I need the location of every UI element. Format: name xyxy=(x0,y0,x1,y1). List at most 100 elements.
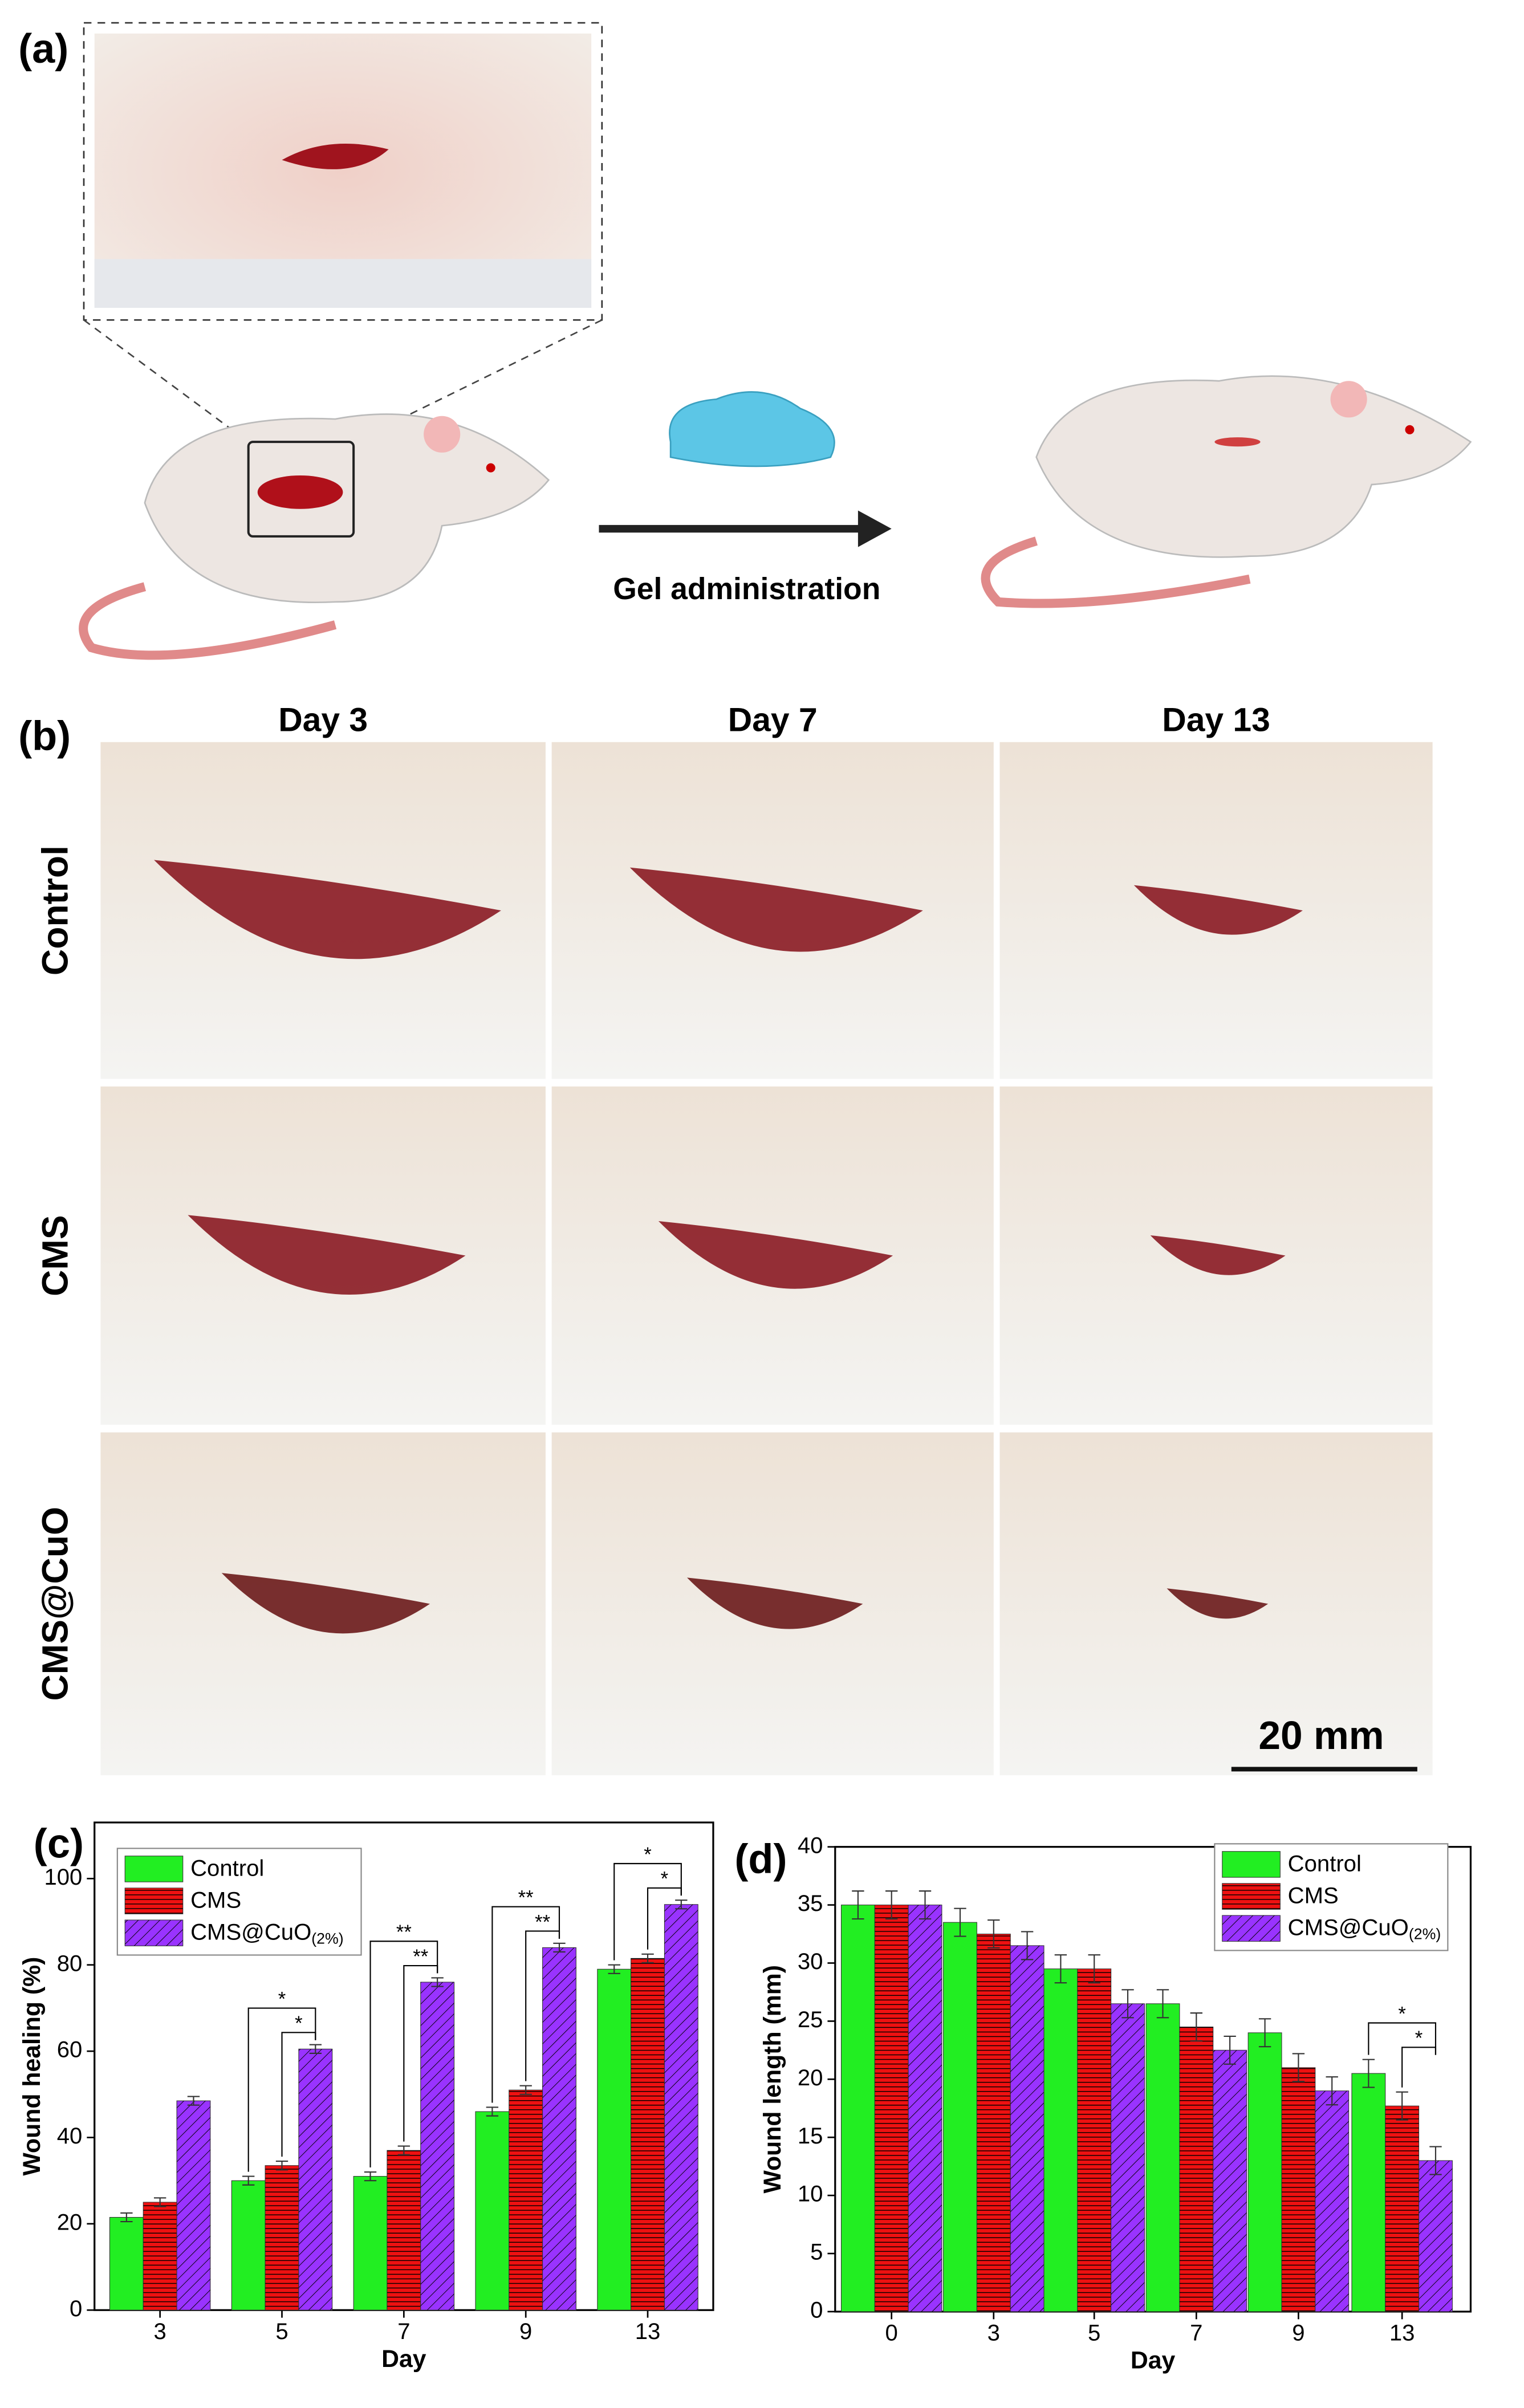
significance-label: ** xyxy=(518,1888,534,1909)
bar-hatch xyxy=(177,2101,210,2311)
y-axis-label: Wound length (mm) xyxy=(759,1965,786,2194)
bar-hatch xyxy=(1213,2050,1247,2312)
y-tick-label: 100 xyxy=(44,1865,82,1890)
error-bar xyxy=(1054,1954,1067,1984)
bar-hatch xyxy=(1281,2067,1315,2312)
error-bar xyxy=(954,1907,966,1937)
y-tick-label: 5 xyxy=(810,2240,823,2265)
bar xyxy=(943,1922,977,2312)
bar-hatch xyxy=(664,1904,698,2311)
error-bar xyxy=(1396,2091,1408,2121)
wound xyxy=(658,1221,893,1289)
y-tick-label: 25 xyxy=(798,2007,823,2032)
wound xyxy=(257,475,343,509)
arrow-head xyxy=(857,510,892,547)
legend-label: Control xyxy=(190,1856,264,1881)
wound xyxy=(1133,885,1303,935)
wound xyxy=(1167,1588,1269,1619)
significance-label: * xyxy=(1398,2003,1406,2025)
bar xyxy=(1145,2003,1180,2312)
y-tick-label: 40 xyxy=(57,2124,83,2149)
error-bar xyxy=(1258,2018,1271,2048)
significance-bracket xyxy=(369,1941,438,2168)
error-bar xyxy=(1429,2146,1442,2175)
error-bar xyxy=(1088,1954,1100,1984)
bar-hatch xyxy=(420,1982,454,2311)
x-tick-label: 7 xyxy=(1190,2321,1202,2346)
x-axis-label: Day xyxy=(381,2345,426,2373)
row-label: CMS@CuO xyxy=(35,1507,76,1701)
row-label: CMS xyxy=(35,1215,76,1296)
error-bar xyxy=(1326,2076,1338,2106)
bar-hatch xyxy=(1010,1945,1045,2312)
bar xyxy=(597,1968,632,2311)
panel-label: (c) xyxy=(34,1821,84,1867)
wound xyxy=(221,1573,430,1634)
y-axis-label: Wound healing (%) xyxy=(18,1957,46,2176)
significance-bracket xyxy=(1401,2047,1437,2088)
significance-bracket xyxy=(1368,2022,1437,2055)
inset-frame xyxy=(83,22,603,321)
significance-label: * xyxy=(1415,2028,1423,2049)
bar-hatch xyxy=(298,2049,332,2311)
wound xyxy=(629,867,923,952)
x-tick-label: 9 xyxy=(519,2319,532,2344)
x-tick-label: 7 xyxy=(397,2319,410,2344)
error-bar xyxy=(852,1890,864,1920)
significance-bracket xyxy=(247,2007,316,2172)
legend-hatch xyxy=(125,1919,183,1946)
significance-label: * xyxy=(278,1988,286,2010)
scale-bar-label: 20 mm xyxy=(1258,1713,1384,1758)
bar-hatch xyxy=(542,1947,576,2311)
arrow-label: Gel administration xyxy=(613,572,880,606)
wound xyxy=(154,860,501,959)
x-tick-label: 0 xyxy=(885,2321,898,2346)
bar-hatch xyxy=(387,2150,421,2311)
x-tick-label: 13 xyxy=(1389,2321,1415,2346)
wound xyxy=(188,1215,466,1295)
x-tick-label: 9 xyxy=(1292,2321,1304,2346)
panel-label: (d) xyxy=(734,1836,787,1882)
mouse xyxy=(79,413,550,660)
x-axis-label: Day xyxy=(1131,2346,1176,2374)
significance-bracket xyxy=(613,1862,682,1960)
error-bar xyxy=(242,2175,255,2186)
y-tick-label: 60 xyxy=(57,2037,83,2063)
error-bar xyxy=(1156,1989,1169,2019)
bar-hatch xyxy=(908,1905,942,2312)
bar xyxy=(1351,2073,1386,2312)
wound xyxy=(1150,1235,1286,1275)
error-bar xyxy=(1121,1989,1134,2019)
y-tick-label: 40 xyxy=(798,1833,823,1858)
error-bar xyxy=(486,2106,499,2117)
error-bar xyxy=(431,1977,444,1987)
significance-label: ** xyxy=(535,1911,550,1933)
significance-label: ** xyxy=(396,1922,412,1943)
legend-hatch xyxy=(1222,1883,1281,1910)
inset-bg xyxy=(94,259,592,308)
legend-label: Control xyxy=(1288,1851,1362,1876)
error-bar xyxy=(397,2145,411,2155)
x-tick-label: 3 xyxy=(154,2319,166,2344)
error-bar xyxy=(187,2096,200,2106)
bar-hatch xyxy=(1385,2106,1419,2312)
y-tick-label: 35 xyxy=(798,1891,823,1916)
error-bar xyxy=(608,1964,620,1974)
column-header: Day 7 xyxy=(728,702,818,739)
significance-label: * xyxy=(295,2013,303,2035)
legend-label: CMS xyxy=(190,1888,241,1913)
x-tick-label: 13 xyxy=(635,2319,661,2344)
bar-hatch xyxy=(1111,2003,1145,2312)
error-bar xyxy=(675,1899,688,1910)
significance-label: * xyxy=(661,1869,669,1890)
bar-hatch xyxy=(509,2090,543,2311)
significance-label: * xyxy=(644,1844,652,1866)
bar xyxy=(353,2176,388,2311)
error-bar xyxy=(885,1890,898,1920)
error-bar xyxy=(1292,2053,1305,2082)
bar xyxy=(109,2216,144,2311)
error-bar xyxy=(153,2197,166,2207)
bar xyxy=(475,2111,510,2311)
error-bar xyxy=(1021,1931,1034,1960)
